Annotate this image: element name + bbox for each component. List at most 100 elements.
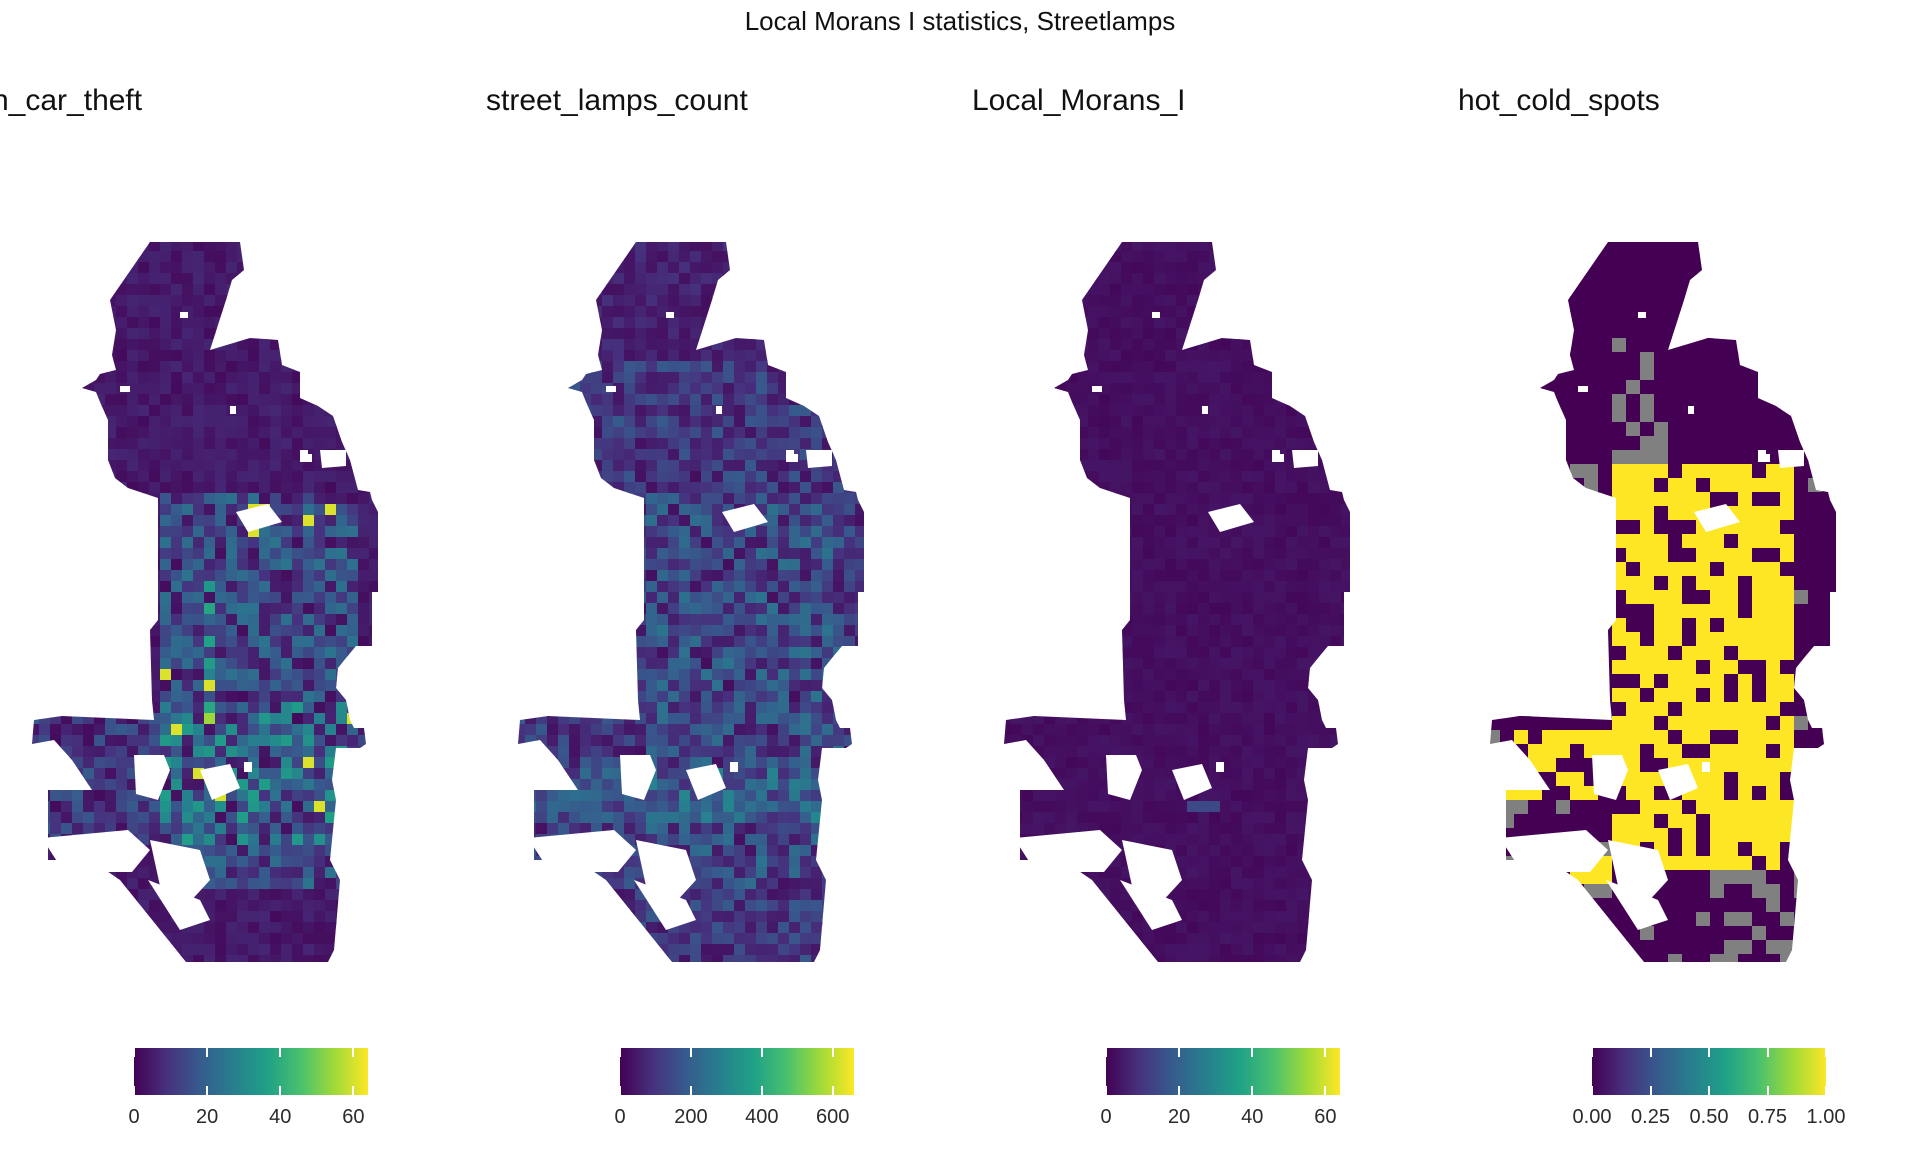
map-cell <box>1341 306 1350 318</box>
map-cell <box>866 702 878 714</box>
map-cell <box>756 691 768 703</box>
map-cell <box>723 625 735 637</box>
map-cell <box>558 295 570 307</box>
map-cell <box>226 295 238 307</box>
map-cell <box>127 251 139 263</box>
map-cell <box>1220 350 1232 362</box>
map-cell <box>281 317 293 329</box>
map-cell <box>734 812 746 824</box>
map-cell <box>844 944 856 956</box>
map-cell <box>734 449 746 461</box>
map-cell <box>635 735 647 747</box>
map-cell <box>39 449 51 461</box>
map-cell <box>701 801 713 813</box>
map-cell <box>138 405 150 417</box>
map-cell <box>237 933 249 945</box>
map-cell <box>369 713 378 725</box>
map-cell <box>83 295 95 307</box>
map-cell <box>844 702 856 714</box>
map-cell <box>712 900 724 912</box>
map-cell <box>83 702 95 714</box>
map-cell <box>767 812 779 824</box>
map-cell <box>844 471 856 483</box>
map-cell <box>525 823 537 835</box>
map-cell <box>536 328 548 340</box>
map-cell <box>602 515 614 527</box>
map-cell <box>602 658 614 670</box>
map-cell <box>866 306 878 318</box>
map-cell <box>325 713 337 725</box>
map-cell <box>369 372 378 384</box>
map-cell <box>204 878 216 890</box>
map-cell <box>668 416 680 428</box>
map-cell <box>116 242 128 252</box>
map-cell <box>1121 361 1133 373</box>
map-cell <box>518 295 526 307</box>
map-cell <box>844 295 856 307</box>
map-cell <box>723 955 735 962</box>
map-cell <box>734 966 746 978</box>
map-cell <box>259 284 271 296</box>
map-cell <box>204 262 216 274</box>
map-cell <box>358 592 370 604</box>
map-cell <box>380 262 392 274</box>
map-cell <box>248 636 260 648</box>
map-cell <box>525 735 537 747</box>
map-cell <box>281 405 293 417</box>
map-cell <box>789 757 801 769</box>
map-cell <box>844 482 856 494</box>
map-cell <box>204 493 216 505</box>
map-cell <box>822 482 834 494</box>
map-cell <box>237 504 249 516</box>
map-cell <box>32 680 40 692</box>
map-cell <box>303 317 315 329</box>
map-cell <box>1033 350 1045 362</box>
map-cell <box>149 482 161 494</box>
map-cell <box>347 636 359 648</box>
map-cell <box>833 834 845 846</box>
map-cell <box>569 251 581 263</box>
map-cell <box>833 878 845 890</box>
map-cell <box>314 647 326 659</box>
map-cell <box>635 724 647 736</box>
map-cell <box>39 482 51 494</box>
map-cell <box>734 625 746 637</box>
map-cell <box>767 922 779 934</box>
map-cell <box>1033 361 1045 373</box>
map-cell <box>226 911 238 923</box>
map-cell <box>701 449 713 461</box>
map-cell <box>1154 361 1166 373</box>
map-cell <box>171 295 183 307</box>
map-cell <box>1209 284 1221 296</box>
map-cell <box>525 790 537 802</box>
map-cell <box>259 779 271 791</box>
map-cell <box>745 526 757 538</box>
map-cell <box>734 856 746 868</box>
map-cell <box>303 966 315 978</box>
map-cell <box>690 306 702 318</box>
map-cell <box>580 383 592 395</box>
map-cell <box>866 427 878 439</box>
map-cell <box>547 900 559 912</box>
map-cell <box>635 911 647 923</box>
map-cell <box>833 306 845 318</box>
map-cell <box>569 427 581 439</box>
map-cell <box>778 911 790 923</box>
map-cell <box>292 691 304 703</box>
map-cell <box>226 900 238 912</box>
map-cell <box>613 713 625 725</box>
map-cell <box>690 482 702 494</box>
map-cell <box>822 438 834 450</box>
map-cell <box>215 625 227 637</box>
map-cell <box>237 273 249 285</box>
map-cell <box>1220 284 1232 296</box>
map-cell <box>833 251 845 263</box>
map-cell <box>314 911 326 923</box>
map-cell <box>536 768 548 780</box>
map-cell <box>833 911 845 923</box>
map-cell <box>690 427 702 439</box>
map-cell <box>193 339 205 351</box>
map-cell <box>325 823 337 835</box>
map-cell <box>358 713 370 725</box>
map-cell <box>303 812 315 824</box>
